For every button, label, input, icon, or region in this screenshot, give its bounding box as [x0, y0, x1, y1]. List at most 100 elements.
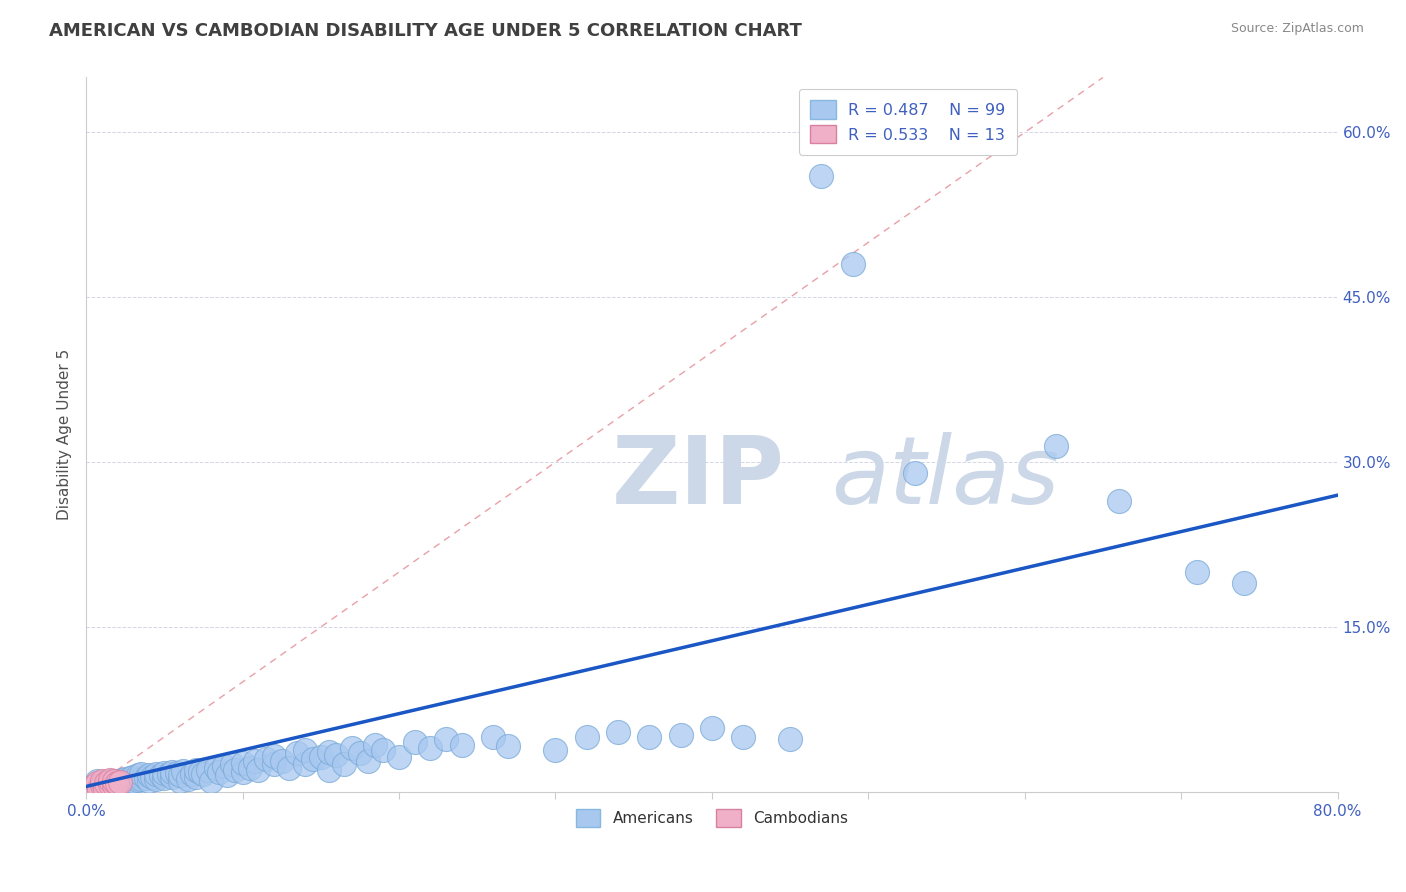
Legend: Americans, Cambodians: Americans, Cambodians [568, 801, 856, 834]
Point [450, 738, 472, 752]
Point [105, 774, 128, 789]
Point [177, 772, 200, 786]
Point [98, 777, 121, 791]
Point [127, 772, 149, 787]
Point [87, 781, 110, 796]
Point [215, 768, 238, 782]
Point [302, 752, 325, 766]
Y-axis label: Disability Age Under 5: Disability Age Under 5 [58, 349, 72, 520]
Point [118, 771, 141, 785]
Point [700, 721, 723, 735]
Point [294, 757, 316, 772]
Text: AMERICAN VS CAMBODIAN DISABILITY AGE UNDER 5 CORRELATION CHART: AMERICAN VS CAMBODIAN DISABILITY AGE UND… [49, 22, 801, 40]
Point [98, 772, 121, 787]
Point [90, 780, 112, 794]
Point [184, 763, 207, 777]
Point [208, 765, 231, 780]
Point [86, 774, 108, 789]
Point [98, 778, 121, 792]
Point [309, 749, 332, 764]
Point [607, 724, 630, 739]
Point [110, 775, 132, 789]
Point [138, 774, 160, 789]
Point [181, 767, 204, 781]
Point [669, 728, 692, 742]
Point [810, 169, 832, 184]
Point [373, 743, 395, 757]
Point [110, 777, 132, 791]
Point [122, 774, 145, 789]
Point [166, 766, 188, 780]
Point [278, 761, 301, 775]
Point [419, 741, 441, 756]
Point [434, 732, 457, 747]
Point [779, 732, 801, 747]
Point [1108, 493, 1130, 508]
Point [94, 780, 117, 795]
Point [127, 768, 149, 782]
Point [83, 780, 105, 794]
Point [254, 752, 277, 766]
Point [333, 757, 356, 772]
Point [150, 768, 173, 782]
Point [239, 761, 262, 775]
Point [129, 772, 152, 786]
Point [349, 747, 371, 761]
Point [105, 776, 128, 790]
Point [841, 257, 863, 271]
Point [243, 754, 266, 768]
Point [357, 754, 380, 768]
Point [404, 735, 426, 749]
Point [231, 765, 253, 780]
Point [270, 754, 292, 768]
Point [200, 774, 222, 789]
Point [134, 771, 156, 785]
Point [169, 774, 191, 789]
Point [388, 749, 411, 764]
Text: Source: ZipAtlas.com: Source: ZipAtlas.com [1230, 22, 1364, 36]
Point [733, 730, 755, 744]
Point [285, 747, 308, 761]
Point [101, 780, 124, 794]
Point [105, 778, 128, 792]
Text: atlas: atlas [831, 432, 1059, 523]
Point [294, 743, 316, 757]
Point [145, 772, 167, 786]
Point [247, 763, 270, 777]
Point [318, 745, 340, 759]
Point [114, 772, 136, 786]
Point [498, 739, 520, 753]
Point [122, 770, 145, 784]
Point [904, 466, 927, 480]
Point [205, 761, 228, 775]
Point [364, 738, 387, 752]
Point [263, 748, 285, 763]
Point [263, 757, 285, 772]
Point [221, 757, 243, 772]
Point [193, 767, 215, 781]
Point [114, 776, 136, 790]
Point [340, 741, 363, 756]
Point [157, 767, 180, 781]
Point [544, 743, 567, 757]
Point [638, 730, 661, 744]
Point [153, 771, 176, 785]
Point [94, 780, 117, 795]
Point [575, 730, 598, 744]
Point [1045, 439, 1067, 453]
Point [111, 772, 134, 787]
Point [231, 756, 253, 771]
Point [98, 774, 121, 789]
Point [160, 765, 183, 780]
Point [172, 764, 194, 778]
Text: ZIP: ZIP [612, 432, 785, 524]
Point [224, 763, 246, 777]
Point [103, 778, 125, 792]
Point [160, 770, 183, 784]
Point [118, 775, 141, 789]
Point [90, 778, 112, 792]
Point [90, 776, 112, 790]
Point [96, 775, 118, 789]
Point [1233, 576, 1256, 591]
Point [103, 776, 125, 790]
